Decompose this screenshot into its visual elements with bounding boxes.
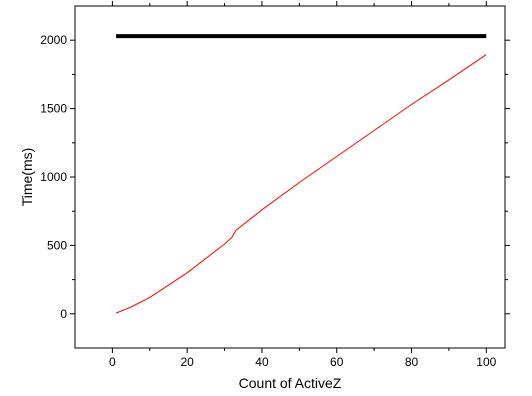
x-tick-label: 100 [476, 355, 496, 369]
y-axis-title: Time(ms) [19, 148, 35, 207]
x-axis-title: Count of ActiveZ [239, 375, 342, 391]
x-tick-label: 60 [330, 355, 344, 369]
y-tick-label: 0 [60, 307, 67, 321]
x-tick-label: 0 [109, 355, 116, 369]
plot-area [74, 5, 506, 349]
y-tick-label: 500 [47, 238, 67, 252]
y-tick-label: 1000 [40, 170, 67, 184]
y-axis: 0 500 1000 1500 2000 [40, 33, 510, 321]
x-tick-label: 40 [255, 355, 269, 369]
series-line-2 [115, 54, 487, 314]
series-layer [115, 34, 487, 314]
y-tick-label: 1500 [40, 102, 67, 116]
plot-frame [74, 5, 506, 349]
x-tick-label: 80 [405, 355, 419, 369]
x-tick-label: 20 [180, 355, 194, 369]
x-axis: 0 20 40 60 80 100 [109, 1, 497, 369]
y-tick-label: 2000 [40, 33, 67, 47]
